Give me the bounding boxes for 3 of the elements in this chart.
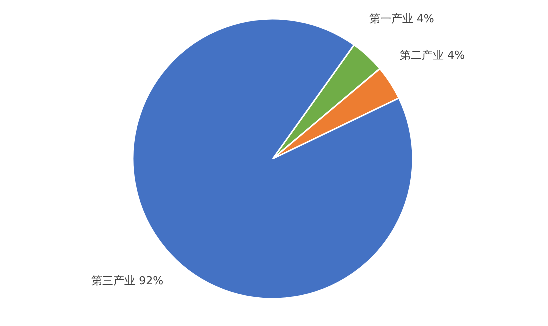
slice-label: 第二产业 4% [400,48,466,62]
slice-label: 第一产业 4% [369,12,434,26]
slice-label: 第三产业 92% [92,274,164,288]
